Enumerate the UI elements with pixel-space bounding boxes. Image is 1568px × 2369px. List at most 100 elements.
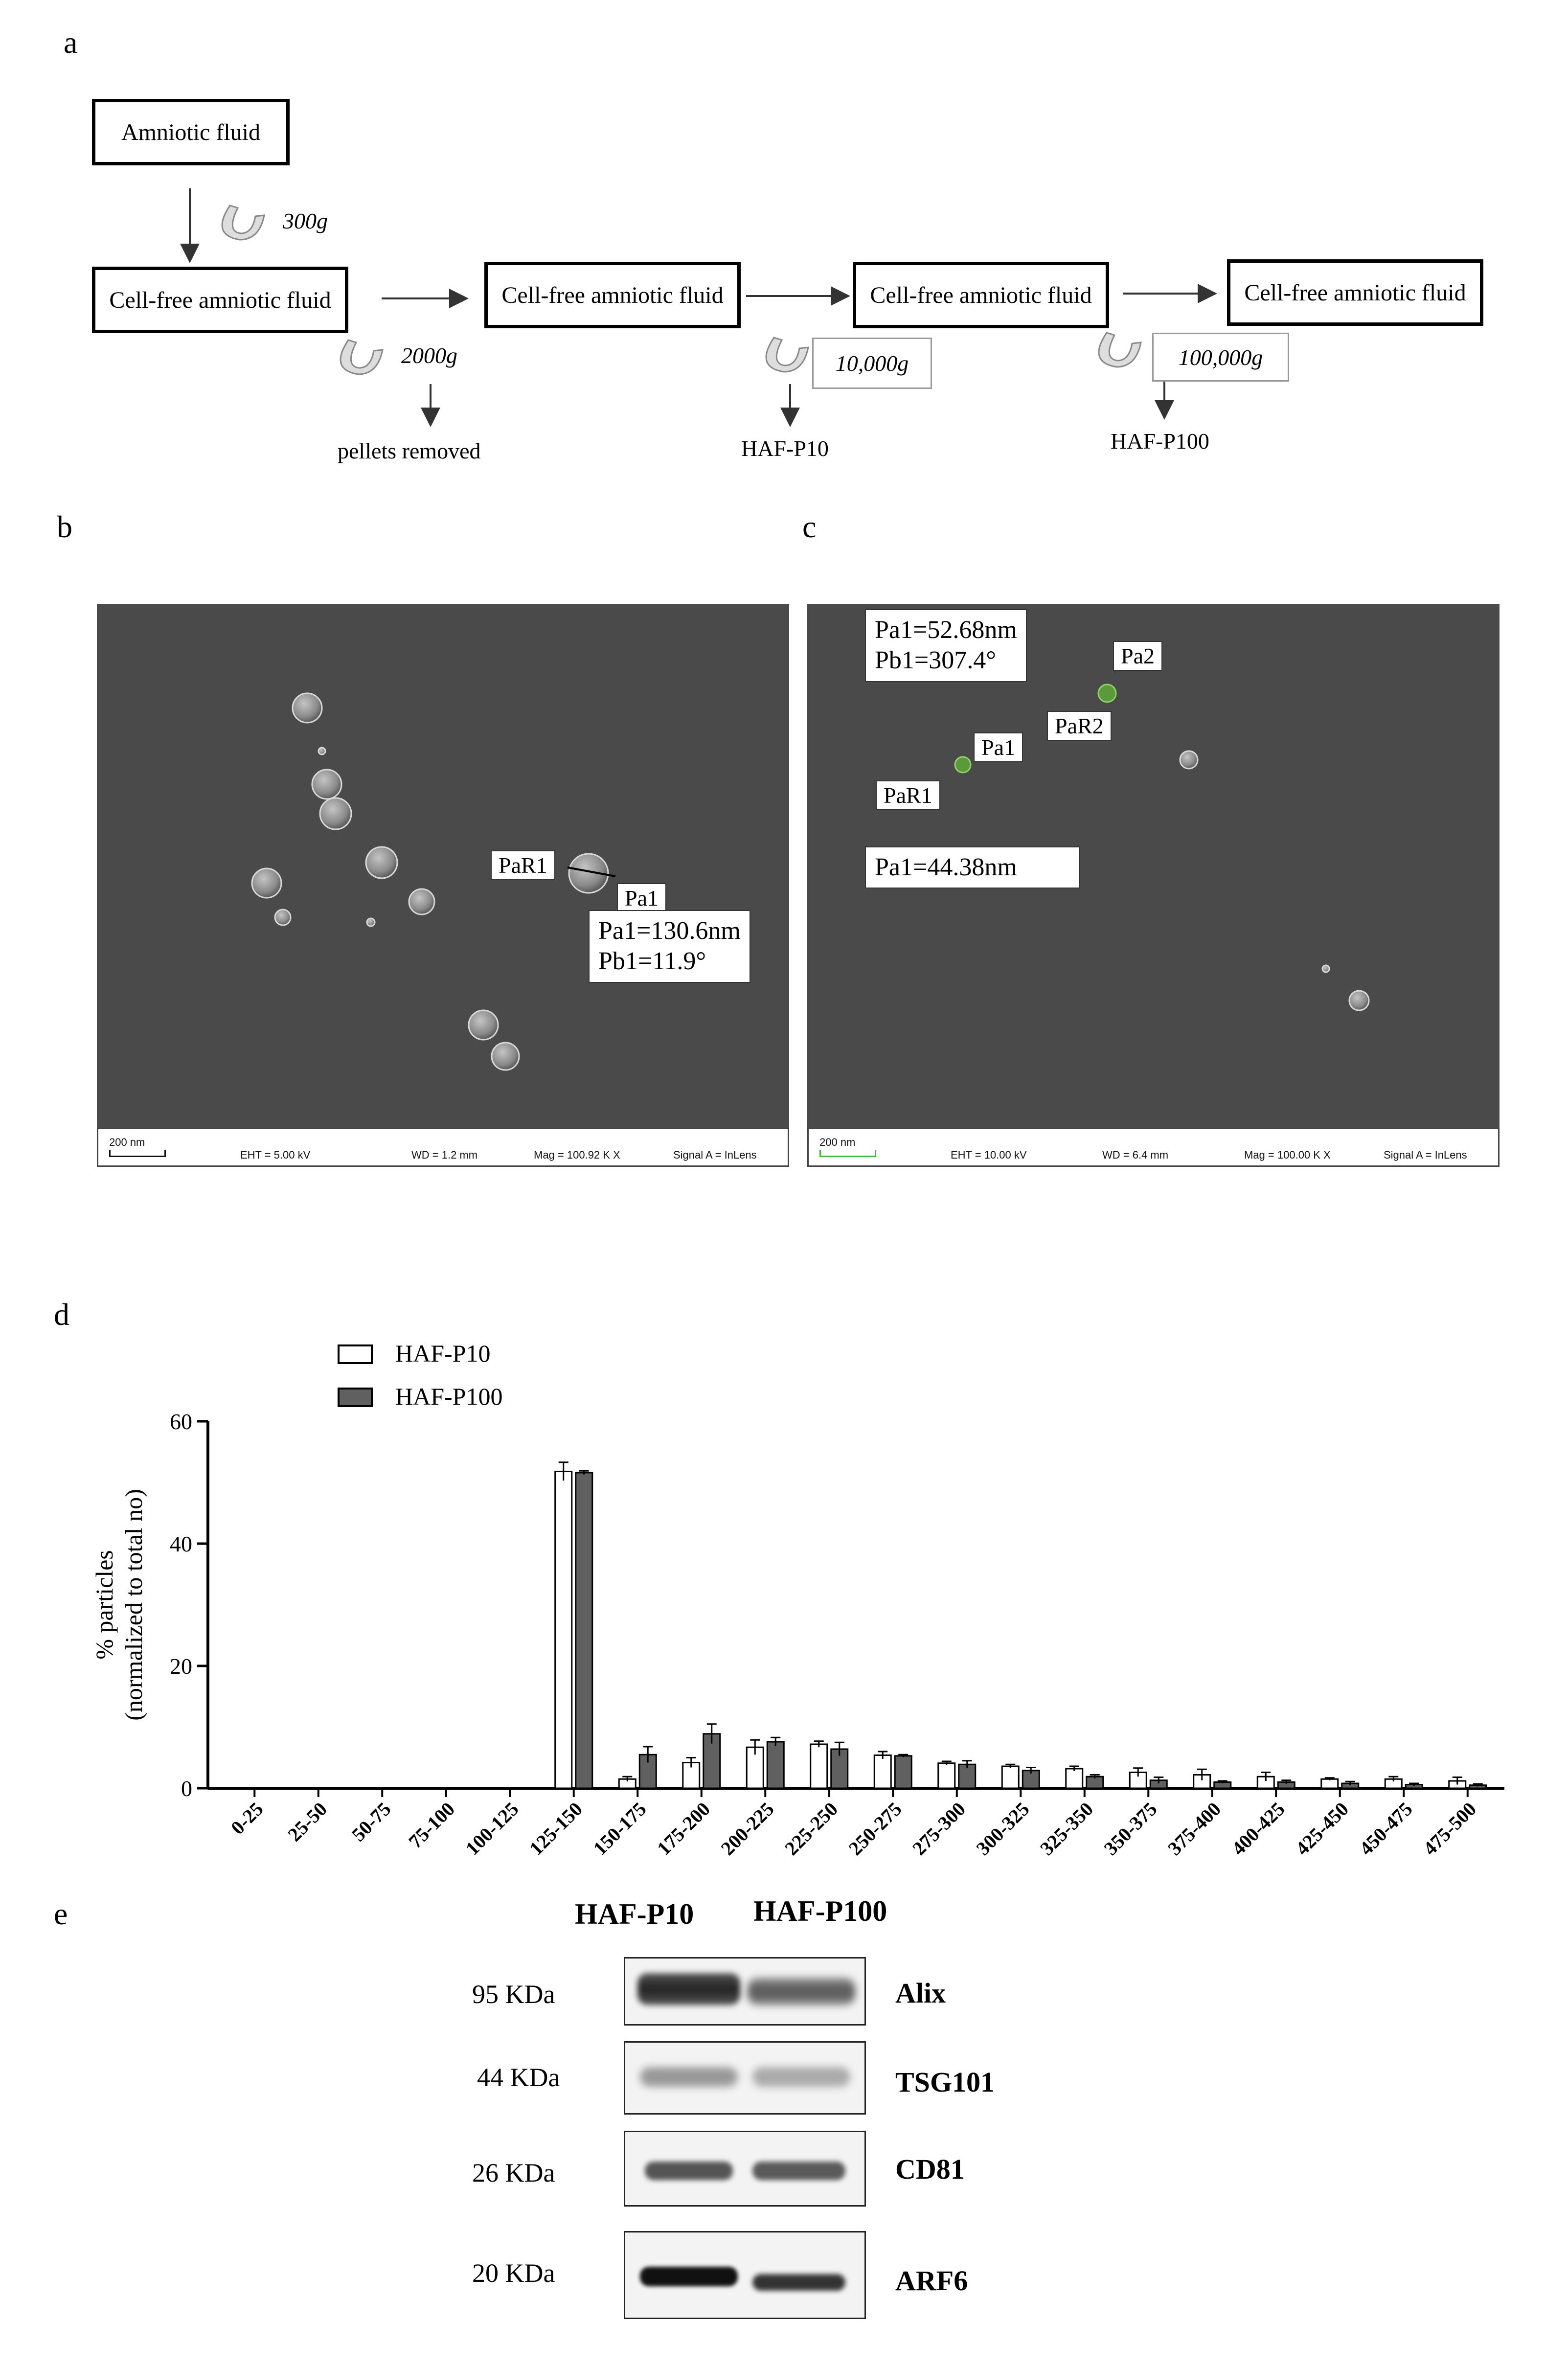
label-par1-c: PaR1	[876, 780, 940, 810]
sem-footer-b: 200 nm EHT = 5.00 kV WD = 1.2 mm Mag = 1…	[97, 1128, 789, 1167]
wd-readout: WD = 1.2 mm	[411, 1149, 478, 1161]
scale-bar	[819, 1150, 876, 1157]
sem-particles-b	[251, 692, 616, 1071]
protein-label-arf6: ARF6	[895, 2265, 968, 2297]
bar-haf-p100	[830, 1748, 849, 1789]
panel-label-a: a	[64, 25, 78, 60]
wd-readout: WD = 6.4 mm	[1102, 1149, 1169, 1161]
bar-haf-p100	[958, 1763, 977, 1789]
bar-haf-p100	[766, 1741, 785, 1789]
y-axis-label: % particles	[91, 1550, 118, 1660]
x-tick-label: 475-500	[1419, 1798, 1480, 1860]
bar-haf-p10	[1320, 1778, 1339, 1789]
sem-footer-c: 200 nm EHT = 10.00 kV WD = 6.4 mm Mag = …	[807, 1128, 1500, 1167]
x-tick-label: 0-25	[227, 1798, 268, 1839]
cell-free-box-4: Cell-free amniotic fluid	[1227, 259, 1483, 326]
x-tick-label: 75-100	[404, 1798, 459, 1853]
panel-label-b: b	[57, 509, 72, 544]
x-tick-label: 100-125	[461, 1798, 523, 1860]
output-pellets-removed: pellets removed	[338, 438, 481, 463]
speed-label-100000g: 100,000g	[1152, 333, 1289, 382]
measure-line-1: Pa1=130.6nm	[598, 917, 741, 945]
output-haf-p10: HAF-P10	[741, 436, 829, 461]
label-par1-b: PaR1	[491, 850, 555, 880]
bar-haf-p10	[873, 1754, 892, 1789]
amniotic-fluid-box: Amniotic fluid	[92, 99, 290, 165]
sem-image-b: PaR1 Pa1 Pa1=130.6nm Pb1=11.9° 200 nm EH…	[97, 604, 789, 1167]
sem-particles-c	[954, 683, 1370, 1011]
kda-label-arf6: 20 KDa	[472, 2258, 555, 2288]
flow-arrows	[180, 188, 1217, 427]
legend-label-haf-p10: HAF-P10	[395, 1340, 491, 1367]
bar-haf-p10	[810, 1743, 828, 1789]
x-tick-label: 300-325	[972, 1798, 1034, 1860]
y-tick-label: 20	[170, 1654, 192, 1679]
protein-label-cd81: CD81	[895, 2153, 965, 2185]
bar-haf-p10	[937, 1762, 956, 1789]
measurement-box-c-bottom: Pa1=44.38nm	[865, 846, 1080, 889]
blot-band-tsg101	[624, 2041, 866, 2115]
bar-haf-p10	[1001, 1765, 1020, 1789]
protein-label-tsg101: TSG101	[895, 2066, 995, 2098]
x-tick-label: 150-175	[589, 1798, 651, 1860]
label-pa1-c: Pa1	[974, 732, 1023, 762]
sem-image-c: Pa1=52.68nm Pb1=307.4° Pa2 PaR2 Pa1 PaR1…	[807, 604, 1500, 1167]
bar-haf-p10	[554, 1471, 573, 1789]
x-tick-label: 50-75	[347, 1798, 395, 1846]
label-pa1-b: Pa1	[617, 883, 666, 913]
panel-label-d: d	[54, 1297, 69, 1332]
lane-label-haf-p10: HAF-P10	[575, 1898, 694, 1930]
lane-label-haf-p100: HAF-P100	[753, 1895, 887, 1927]
y-tick-label: 0	[181, 1776, 192, 1801]
x-tick-label: 375-400	[1163, 1798, 1225, 1860]
measurement-box-c-top: Pa1=52.68nm Pb1=307.4°	[865, 609, 1027, 682]
legend-swatch-haf-p10	[338, 1344, 373, 1364]
measurement-box-b: Pa1=130.6nm Pb1=11.9°	[589, 910, 750, 983]
bar-haf-p10	[1065, 1768, 1084, 1789]
cell-free-box-3: Cell-free amniotic fluid	[853, 262, 1109, 328]
legend-swatch-haf-p100	[338, 1388, 373, 1407]
x-tick-label: 450-475	[1355, 1798, 1417, 1860]
cell-free-box-2: Cell-free amniotic fluid	[484, 262, 741, 328]
kda-label-cd81: 26 KDa	[472, 2158, 555, 2187]
x-tick-label: 225-250	[780, 1798, 842, 1860]
y-axis-label: (normalized to total no)	[120, 1489, 147, 1720]
blot-band-arf6	[624, 2231, 866, 2319]
output-haf-p100: HAF-P100	[1111, 429, 1209, 454]
x-tick-label: 350-375	[1100, 1798, 1161, 1860]
cell-free-box-1: Cell-free amniotic fluid	[92, 267, 348, 333]
bar-haf-p10	[746, 1746, 764, 1789]
measure-line-1: Pa1=52.68nm	[875, 616, 1017, 644]
protein-label-alix: Alix	[895, 1977, 946, 2009]
panel-label-c: c	[802, 509, 817, 544]
eht-readout: EHT = 5.00 kV	[240, 1149, 311, 1161]
x-tick-label: 400-425	[1227, 1798, 1289, 1860]
speed-label-10000g: 10,000g	[812, 338, 932, 389]
mag-readout: Mag = 100.92 K X	[534, 1149, 620, 1161]
x-tick-label: 250-275	[844, 1798, 906, 1860]
bar-haf-p100	[703, 1733, 721, 1789]
measure-line-2: Pb1=11.9°	[598, 947, 706, 976]
measure-line-2: Pb1=307.4°	[875, 646, 997, 675]
speed-label-300g: 300g	[283, 208, 328, 233]
x-tick-label: 425-450	[1291, 1798, 1353, 1860]
x-tick-label: 275-300	[908, 1798, 970, 1860]
label-pa2-c: Pa2	[1113, 641, 1162, 671]
x-tick-label: 200-225	[717, 1798, 778, 1860]
legend-label-haf-p100: HAF-P100	[395, 1383, 503, 1410]
x-tick-label: 25-50	[283, 1798, 331, 1846]
kda-label-tsg101: 44 KDa	[477, 2063, 560, 2092]
signal-readout: Signal A = InLens	[673, 1149, 757, 1161]
y-tick-label: 60	[170, 1409, 192, 1434]
x-tick-label: 325-350	[1036, 1798, 1097, 1860]
scale-bar-label: 200 nm	[109, 1136, 145, 1148]
panel-label-e: e	[54, 1896, 68, 1931]
mag-readout: Mag = 100.00 K X	[1244, 1149, 1331, 1161]
scale-bar	[109, 1150, 166, 1157]
bar-haf-p100	[894, 1755, 912, 1789]
signal-readout: Signal A = InLens	[1384, 1149, 1467, 1161]
speed-label-2000g: 2000g	[401, 343, 457, 368]
bar-haf-p100	[575, 1472, 593, 1789]
eht-readout: EHT = 10.00 kV	[951, 1149, 1027, 1161]
